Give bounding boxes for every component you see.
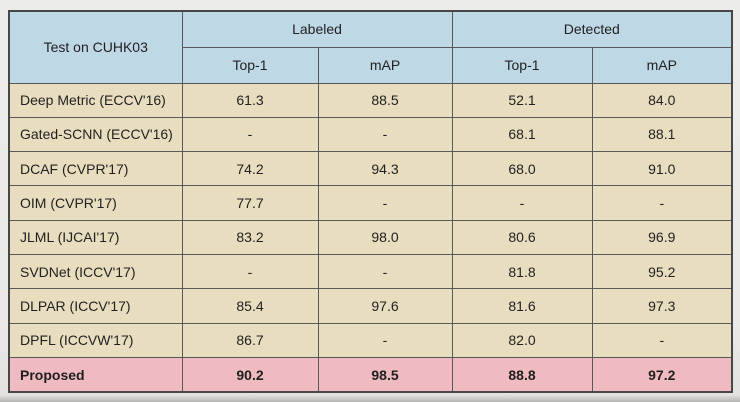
value-cell: 61.3 — [181, 82, 319, 118]
table-row: OIM (CVPR'17) 77.7 - - - — [8, 185, 733, 221]
value-cell: 81.8 — [451, 254, 593, 290]
method-cell: Proposed — [8, 357, 183, 393]
method-cell: DPFL (ICCVW'17) — [8, 322, 183, 359]
subheader-detected-map: mAP — [591, 46, 733, 84]
method-cell: DCAF (CVPR'17) — [8, 151, 183, 187]
value-cell: 80.6 — [451, 219, 593, 256]
value-cell: 97.2 — [591, 357, 733, 393]
value-cell: 88.1 — [591, 116, 733, 153]
table-row: JLML (IJCAI'17) 83.2 98.0 80.6 96.9 — [8, 219, 733, 256]
method-cell: Deep Metric (ECCV'16) — [8, 82, 183, 118]
value-cell: 98.5 — [317, 357, 453, 393]
table-row: DCAF (CVPR'17) 74.2 94.3 68.0 91.0 — [8, 151, 733, 187]
table-row-proposed: Proposed 90.2 98.5 88.8 97.2 — [8, 357, 733, 393]
value-cell: - — [181, 254, 319, 290]
subheader-labeled-map: mAP — [317, 46, 453, 84]
value-cell: 52.1 — [451, 82, 593, 118]
value-cell: 74.2 — [181, 151, 319, 187]
value-cell: 81.6 — [451, 288, 593, 324]
value-cell: - — [181, 116, 319, 153]
method-cell: JLML (IJCAI'17) — [8, 219, 183, 256]
method-cell: Gated-SCNN (ECCV'16) — [8, 116, 183, 153]
corner-header-cell: Test on CUHK03 — [8, 10, 183, 84]
value-cell: - — [591, 322, 733, 359]
value-cell: 97.3 — [591, 288, 733, 324]
table-row: DLPAR (ICCV'17) 85.4 97.6 81.6 97.3 — [8, 288, 733, 324]
subheader-labeled-top1: Top-1 — [181, 46, 319, 84]
value-cell: 77.7 — [181, 185, 319, 221]
value-cell: - — [317, 254, 453, 290]
value-cell: 86.7 — [181, 322, 319, 359]
value-cell: 98.0 — [317, 219, 453, 256]
group-header-labeled: Labeled — [181, 10, 453, 48]
value-cell: 68.0 — [451, 151, 593, 187]
table-row: Deep Metric (ECCV'16) 61.3 88.5 52.1 84.… — [8, 82, 733, 118]
value-cell: 82.0 — [451, 322, 593, 359]
value-cell: 84.0 — [591, 82, 733, 118]
value-cell: 85.4 — [181, 288, 319, 324]
value-cell: 94.3 — [317, 151, 453, 187]
value-cell: - — [317, 322, 453, 359]
results-table: Test on CUHK03 Labeled Detected Top-1 mA… — [8, 10, 734, 393]
value-cell: 91.0 — [591, 151, 733, 187]
method-cell: DLPAR (ICCV'17) — [8, 288, 183, 324]
value-cell: 88.8 — [451, 357, 593, 393]
value-cell: 96.9 — [591, 219, 733, 256]
method-cell: OIM (CVPR'17) — [8, 185, 183, 221]
value-cell: 88.5 — [317, 82, 453, 118]
table-row: DPFL (ICCVW'17) 86.7 - 82.0 - — [8, 322, 733, 359]
subheader-detected-top1: Top-1 — [451, 46, 593, 84]
slide-bottom-edge — [0, 395, 740, 402]
table-row: Gated-SCNN (ECCV'16) - - 68.1 88.1 — [8, 116, 733, 153]
value-cell: 83.2 — [181, 219, 319, 256]
value-cell: 97.6 — [317, 288, 453, 324]
value-cell: - — [591, 185, 733, 221]
value-cell: 95.2 — [591, 254, 733, 290]
table-row: SVDNet (ICCV'17) - - 81.8 95.2 — [8, 254, 733, 290]
group-header-detected: Detected — [451, 10, 733, 48]
value-cell: 68.1 — [451, 116, 593, 153]
value-cell: 90.2 — [181, 357, 319, 393]
sub-header-row: Top-1 mAP Top-1 mAP — [9, 46, 733, 84]
value-cell: - — [317, 116, 453, 153]
method-cell: SVDNet (ICCV'17) — [8, 254, 183, 290]
value-cell: - — [317, 185, 453, 221]
group-header-row: Test on CUHK03 Labeled Detected — [8, 10, 733, 84]
value-cell: - — [451, 185, 593, 221]
table-body: Deep Metric (ECCV'16) 61.3 88.5 52.1 84.… — [8, 82, 733, 393]
table-header: Test on CUHK03 Labeled Detected Top-1 mA… — [8, 10, 733, 84]
